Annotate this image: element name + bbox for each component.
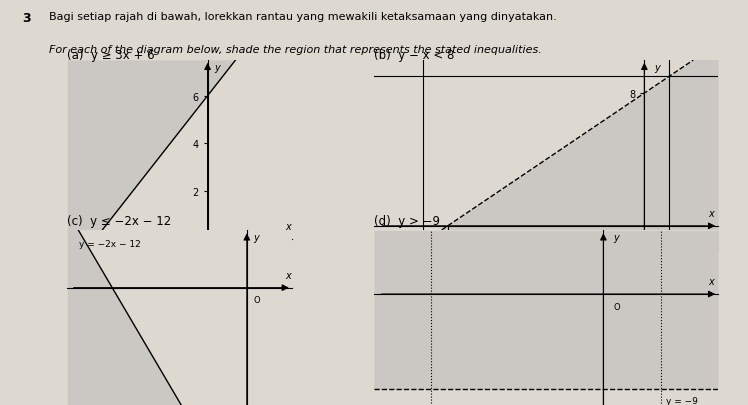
Text: x: x	[708, 209, 714, 219]
Text: (c)  y ≤ −2x − 12: (c) y ≤ −2x − 12	[67, 215, 171, 228]
Text: O: O	[613, 302, 620, 311]
Text: O: O	[215, 247, 221, 256]
Text: y: y	[613, 233, 619, 243]
Text: x: x	[708, 277, 714, 287]
Text: (d)  y > −9: (d) y > −9	[374, 215, 440, 228]
Text: 3: 3	[22, 12, 31, 25]
Text: For each of the diagram below, shade the region that represents the stated inequ: For each of the diagram below, shade the…	[49, 45, 542, 55]
Text: (a)  y ≥ 3x + 6: (a) y ≥ 3x + 6	[67, 49, 155, 62]
Text: y = −9: y = −9	[666, 396, 699, 405]
Text: y: y	[254, 233, 260, 243]
Text: (b)  y − x < 8: (b) y − x < 8	[374, 49, 454, 62]
Text: y = −2x − 12: y = −2x − 12	[79, 239, 141, 248]
Text: x: x	[285, 222, 291, 232]
Text: y: y	[654, 63, 660, 72]
Text: Bagi setiap rajah di bawah, lorekkan rantau yang mewakili ketaksamaan yang dinya: Bagi setiap rajah di bawah, lorekkan ran…	[49, 12, 557, 22]
Text: x: x	[285, 271, 291, 280]
Text: O: O	[654, 234, 661, 243]
Text: y: y	[215, 63, 220, 72]
Text: O: O	[254, 296, 260, 305]
